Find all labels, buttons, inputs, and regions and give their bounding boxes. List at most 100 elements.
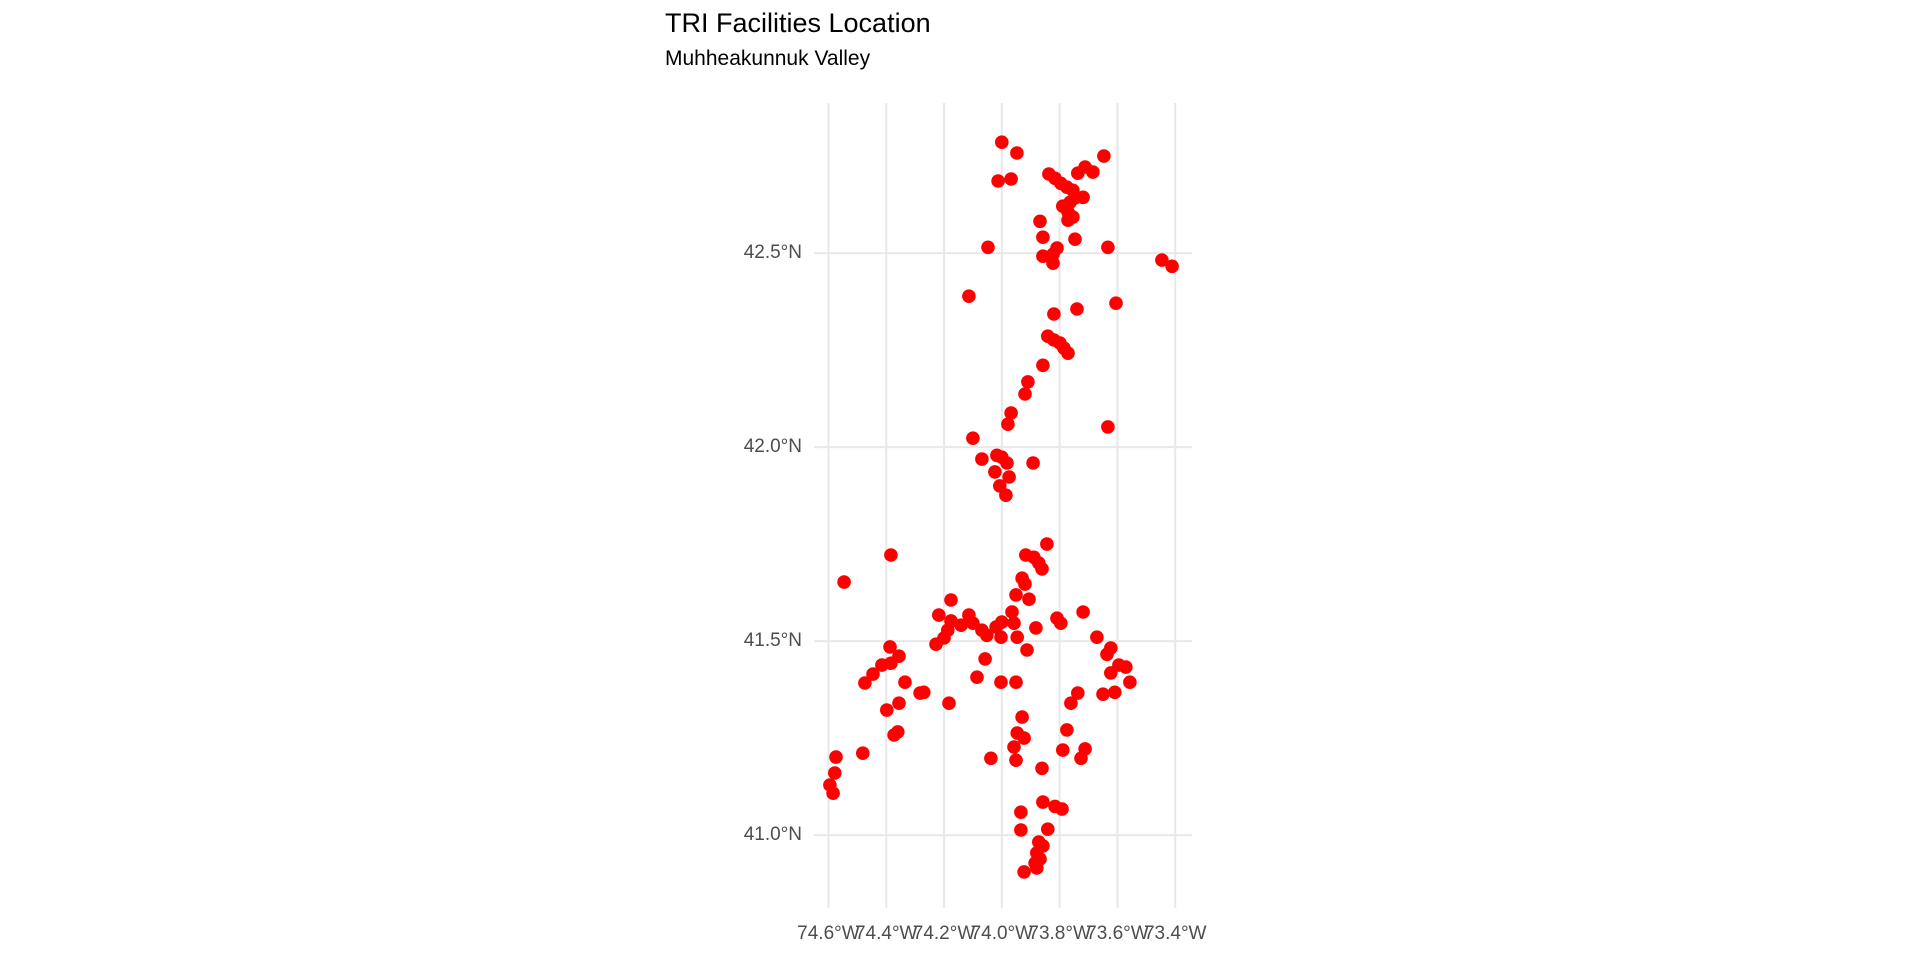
plot-title: TRI Facilities Location bbox=[665, 8, 931, 38]
data-point bbox=[1021, 375, 1035, 389]
data-point bbox=[929, 637, 943, 651]
data-point bbox=[966, 431, 980, 446]
data-point bbox=[942, 696, 956, 710]
data-point bbox=[1068, 232, 1082, 246]
data-point bbox=[995, 615, 1009, 629]
data-point bbox=[1097, 149, 1111, 163]
data-point bbox=[1018, 577, 1032, 591]
data-point bbox=[1071, 166, 1085, 180]
data-point bbox=[962, 289, 976, 303]
scatter-canvas bbox=[814, 103, 1192, 908]
data-point bbox=[1109, 296, 1123, 310]
data-point bbox=[1000, 456, 1014, 470]
y-axis-tick-label: 41.0°N bbox=[743, 824, 802, 846]
data-point bbox=[856, 746, 870, 760]
data-point bbox=[892, 696, 906, 710]
data-point bbox=[1055, 802, 1069, 816]
data-point bbox=[1004, 172, 1018, 186]
data-point bbox=[978, 652, 992, 666]
data-point bbox=[1041, 822, 1055, 836]
data-point bbox=[883, 640, 897, 654]
data-point bbox=[1096, 687, 1110, 701]
data-point bbox=[1017, 731, 1031, 745]
data-point bbox=[1007, 740, 1021, 754]
data-point bbox=[1076, 605, 1090, 619]
data-point bbox=[917, 685, 931, 700]
data-point bbox=[1018, 387, 1032, 401]
y-axis-tick-label: 42.5°N bbox=[743, 242, 802, 264]
plot-subtitle: Muhheakunnuk Valley bbox=[665, 47, 871, 70]
data-point bbox=[1029, 621, 1043, 635]
data-point bbox=[1056, 743, 1070, 757]
data-point bbox=[988, 465, 1002, 479]
data-point bbox=[954, 618, 968, 632]
plot-panel bbox=[814, 103, 1192, 908]
data-point bbox=[892, 649, 906, 663]
data-point bbox=[1026, 456, 1040, 470]
data-point bbox=[1086, 165, 1100, 179]
data-point bbox=[1001, 417, 1015, 432]
data-point bbox=[994, 630, 1008, 644]
data-point bbox=[1010, 146, 1024, 160]
data-point bbox=[1040, 537, 1054, 551]
data-point bbox=[1108, 685, 1122, 700]
data-point bbox=[898, 675, 912, 689]
data-point bbox=[1036, 358, 1050, 373]
y-axis-tick-label: 41.5°N bbox=[743, 630, 802, 652]
data-point bbox=[1036, 230, 1050, 244]
data-point bbox=[828, 766, 842, 780]
data-point bbox=[1074, 751, 1088, 766]
data-point bbox=[1100, 647, 1114, 662]
data-point bbox=[1002, 470, 1016, 484]
data-point bbox=[1022, 592, 1036, 606]
x-axis-tick-label: 74.2°W bbox=[912, 923, 976, 944]
data-point bbox=[1101, 240, 1115, 255]
data-point bbox=[1014, 805, 1028, 819]
data-point bbox=[826, 786, 840, 800]
data-point bbox=[1009, 588, 1023, 602]
data-point bbox=[944, 593, 958, 607]
data-point bbox=[1035, 562, 1049, 576]
x-axis-tick-label: 74.0°W bbox=[970, 923, 1034, 944]
data-point bbox=[1046, 256, 1060, 270]
data-point bbox=[1014, 823, 1028, 837]
data-point bbox=[1017, 865, 1031, 879]
data-point bbox=[1165, 259, 1179, 274]
data-point bbox=[984, 751, 998, 766]
data-point bbox=[884, 548, 898, 562]
data-point bbox=[980, 628, 994, 643]
data-point bbox=[1009, 675, 1023, 689]
data-point bbox=[1010, 630, 1024, 644]
data-point bbox=[1035, 761, 1049, 776]
data-point bbox=[932, 608, 946, 622]
data-point bbox=[1020, 643, 1034, 657]
data-point bbox=[1004, 406, 1018, 420]
data-point bbox=[1054, 616, 1068, 630]
y-axis-tick-label: 42.0°N bbox=[743, 436, 802, 458]
x-axis-tick-label: 74.6°W bbox=[797, 923, 860, 944]
data-point bbox=[866, 667, 880, 681]
data-point bbox=[1155, 253, 1169, 267]
data-point bbox=[829, 750, 843, 764]
data-point bbox=[837, 575, 851, 589]
data-point bbox=[1033, 214, 1047, 229]
data-point bbox=[880, 703, 894, 717]
data-point bbox=[1101, 420, 1115, 434]
data-point bbox=[1030, 861, 1044, 875]
data-point bbox=[1036, 795, 1050, 809]
x-axis-tick-label: 73.6°W bbox=[1086, 923, 1149, 944]
data-point bbox=[1123, 675, 1137, 689]
data-point bbox=[1070, 302, 1084, 316]
data-point bbox=[1064, 696, 1078, 710]
data-point bbox=[1061, 213, 1075, 227]
data-point bbox=[1061, 346, 1075, 360]
data-point bbox=[858, 676, 872, 690]
data-point bbox=[1119, 660, 1133, 674]
data-point bbox=[1015, 710, 1029, 724]
data-point bbox=[1036, 249, 1050, 263]
data-point bbox=[1009, 753, 1023, 767]
data-point bbox=[994, 675, 1008, 689]
x-axis-tick-label: 73.8°W bbox=[1028, 923, 1091, 944]
data-point bbox=[970, 670, 984, 684]
